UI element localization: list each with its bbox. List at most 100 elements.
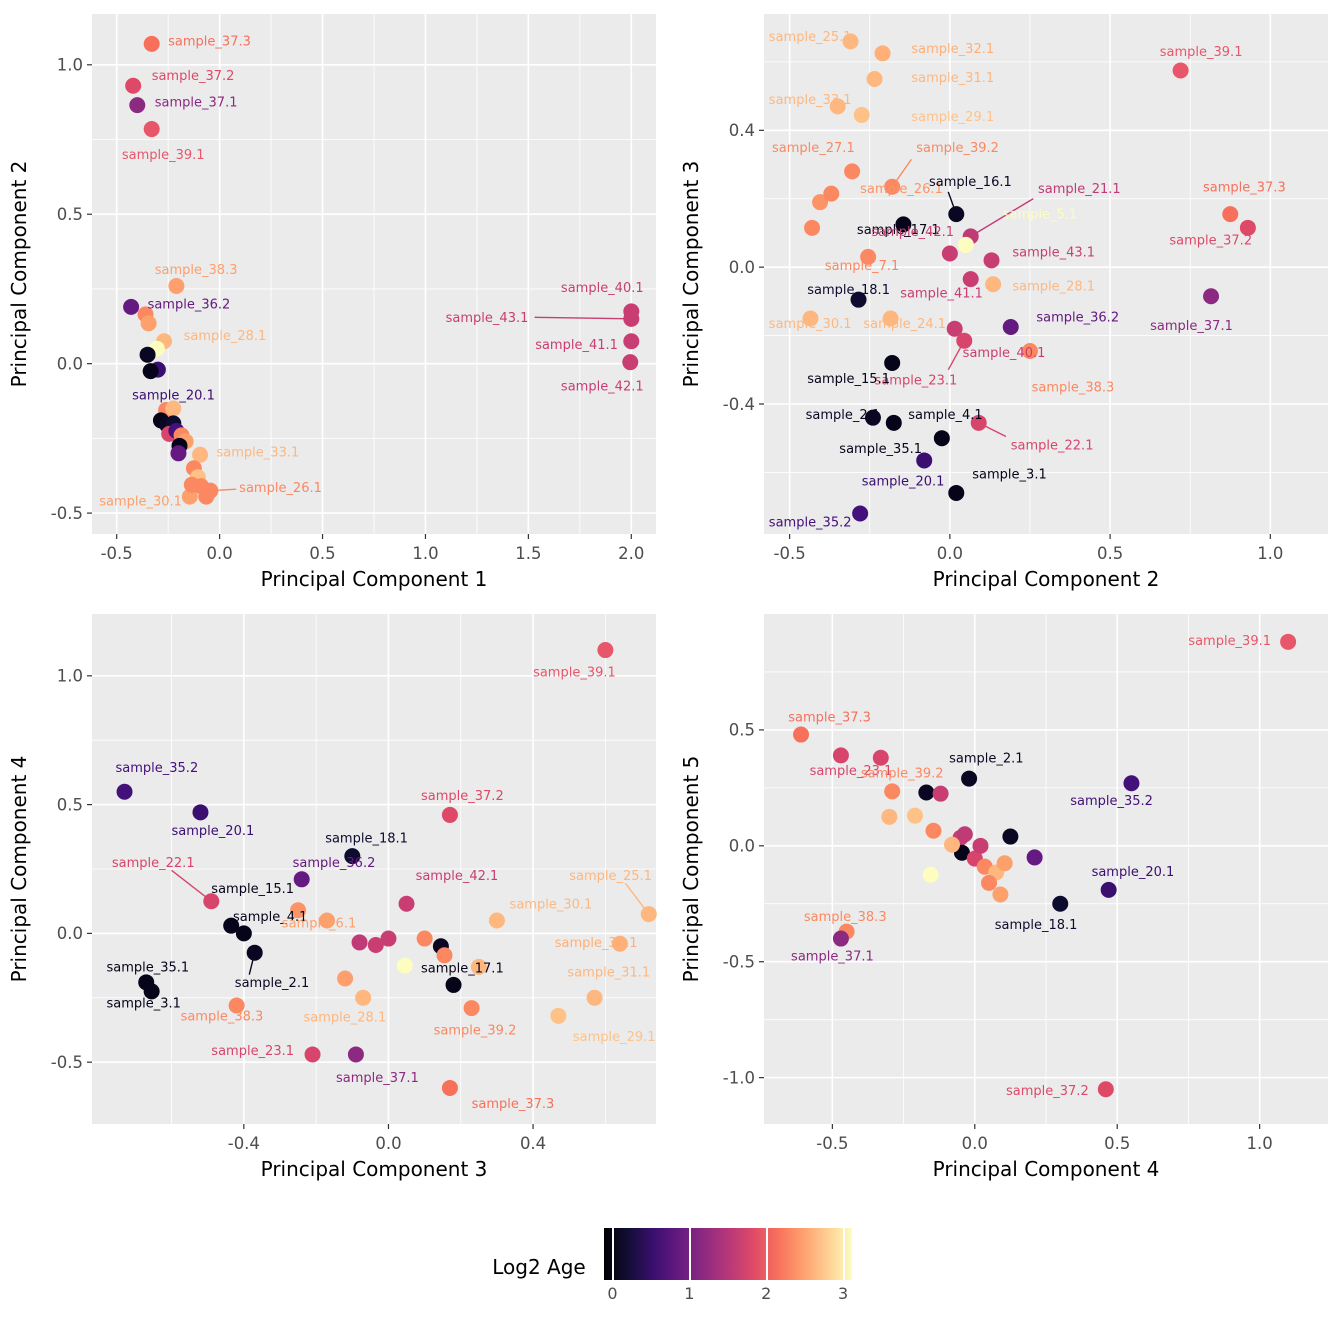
axis-tick-label: 1.0 bbox=[1257, 544, 1283, 563]
data-point bbox=[948, 206, 965, 223]
panel-pc1-vs-pc2: -0.5 0.0 0.5 1.0 1.5 2.0 -0.5 0.0 0.5 1.0 sample_3… bbox=[7, 14, 656, 591]
colorbar-tick-mark bbox=[843, 1228, 846, 1280]
point-label: sample_37.2 bbox=[152, 69, 235, 84]
point-label: sample_31.1 bbox=[911, 71, 994, 86]
point-label: sample_25.1 bbox=[769, 30, 852, 45]
data-point bbox=[983, 252, 1000, 269]
point-label: sample_35.2 bbox=[769, 516, 852, 531]
data-point bbox=[125, 77, 142, 94]
data-point bbox=[246, 944, 263, 961]
data-point bbox=[941, 245, 958, 262]
data-point bbox=[1123, 775, 1140, 792]
panel-pc4-vs-pc5: -0.5 0.0 0.5 1.0 -1.0 -0.5 0.0 0.5 sample_39.1sa… bbox=[679, 614, 1328, 1181]
data-point bbox=[895, 216, 912, 233]
axis-tick-label: 0.0 bbox=[57, 924, 83, 943]
data-point bbox=[972, 837, 989, 854]
colorbar-column: 0 1 2 3 bbox=[603, 1228, 852, 1306]
data-point bbox=[804, 219, 821, 236]
point-label: sample_37.2 bbox=[1006, 1084, 1089, 1099]
point-label: sample_4.1 bbox=[908, 408, 982, 423]
axis-tick-label: 0.0 bbox=[729, 837, 755, 856]
legend-title: Log2 Age bbox=[492, 1255, 586, 1279]
point-label: sample_3.1 bbox=[106, 996, 180, 1011]
axis-tick-label: 0.5 bbox=[729, 721, 755, 740]
point-label: sample_39.1 bbox=[1160, 45, 1243, 60]
y-axis-title: Principal Component 3 bbox=[679, 161, 703, 388]
data-point bbox=[223, 917, 240, 934]
point-label: sample_39.1 bbox=[533, 666, 616, 681]
data-point bbox=[932, 785, 949, 802]
point-label: sample_31.1 bbox=[567, 966, 650, 981]
point-label: sample_39.2 bbox=[434, 1024, 517, 1039]
point-label: sample_28.1 bbox=[1012, 280, 1095, 295]
point-label: sample_33.1 bbox=[217, 445, 300, 460]
data-point bbox=[872, 749, 889, 766]
data-point bbox=[165, 400, 182, 417]
data-point bbox=[143, 121, 160, 138]
point-label: sample_38.3 bbox=[155, 263, 238, 278]
data-point bbox=[293, 871, 310, 888]
data-point bbox=[1021, 342, 1038, 359]
data-point bbox=[1239, 219, 1256, 236]
data-point bbox=[140, 315, 157, 332]
data-point bbox=[962, 271, 979, 288]
data-point bbox=[396, 957, 413, 974]
data-point bbox=[1026, 849, 1043, 866]
point-label: sample_2.1 bbox=[806, 408, 880, 423]
point-label: sample_4.1 bbox=[233, 910, 307, 925]
point-label: sample_21.1 bbox=[1038, 182, 1121, 197]
y-axis-title: Principal Component 4 bbox=[7, 756, 31, 983]
data-point bbox=[906, 807, 923, 824]
point-label: sample_39.1 bbox=[1188, 634, 1271, 649]
point-label: sample_23.1 bbox=[810, 764, 893, 779]
axis-tick-label: -0.5 bbox=[51, 1053, 83, 1072]
point-label: sample_37.1 bbox=[155, 96, 238, 111]
axis-tick-label: 0.4 bbox=[729, 121, 755, 140]
point-label: sample_18.1 bbox=[995, 918, 1078, 933]
point-label: sample_20.1 bbox=[132, 389, 215, 404]
data-point bbox=[139, 346, 156, 363]
point-label: sample_25.1 bbox=[569, 869, 652, 884]
data-point bbox=[143, 35, 160, 52]
point-label: sample_39.2 bbox=[861, 766, 944, 781]
axis-tick-label: 0.5 bbox=[1097, 544, 1123, 563]
point-label: sample_15.1 bbox=[211, 882, 294, 897]
point-label: sample_41.1 bbox=[535, 338, 618, 353]
data-point bbox=[985, 276, 1002, 293]
data-point bbox=[1097, 1081, 1114, 1098]
data-point bbox=[170, 445, 187, 462]
data-point bbox=[850, 291, 867, 308]
data-point bbox=[832, 747, 849, 764]
data-point bbox=[802, 310, 819, 327]
point-label: sample_32.1 bbox=[555, 936, 638, 951]
point-label: sample_37.2 bbox=[421, 789, 504, 804]
axis-tick-label: 0.0 bbox=[57, 354, 83, 373]
data-point bbox=[123, 298, 140, 315]
point-label: sample_32.1 bbox=[911, 42, 994, 57]
colorbar-tick-label: 2 bbox=[761, 1284, 772, 1303]
data-point bbox=[416, 930, 433, 947]
data-point bbox=[916, 452, 933, 469]
axis-tick-label: 1.0 bbox=[412, 544, 438, 563]
data-point bbox=[885, 414, 902, 431]
data-point bbox=[957, 236, 974, 253]
point-label: sample_23.1 bbox=[875, 374, 958, 389]
data-point bbox=[832, 930, 849, 947]
point-label: sample_20.1 bbox=[172, 824, 255, 839]
axis-tick-label: 0.5 bbox=[57, 795, 83, 814]
point-label: sample_29.1 bbox=[573, 1030, 656, 1045]
data-point bbox=[981, 874, 998, 891]
colorbar-legend: Log2 Age 0 1 2 3 bbox=[0, 1190, 1344, 1344]
data-point bbox=[192, 804, 209, 821]
data-point bbox=[793, 726, 810, 743]
point-label: sample_37.1 bbox=[791, 949, 874, 964]
colorbar-tick-label: 0 bbox=[607, 1284, 618, 1303]
point-label: sample_24.1 bbox=[863, 317, 946, 332]
data-point bbox=[933, 430, 950, 447]
data-point bbox=[304, 1046, 321, 1063]
data-point bbox=[884, 178, 901, 195]
data-point bbox=[344, 848, 361, 865]
data-point bbox=[611, 935, 628, 952]
data-point bbox=[640, 906, 657, 923]
data-point bbox=[347, 1046, 364, 1063]
